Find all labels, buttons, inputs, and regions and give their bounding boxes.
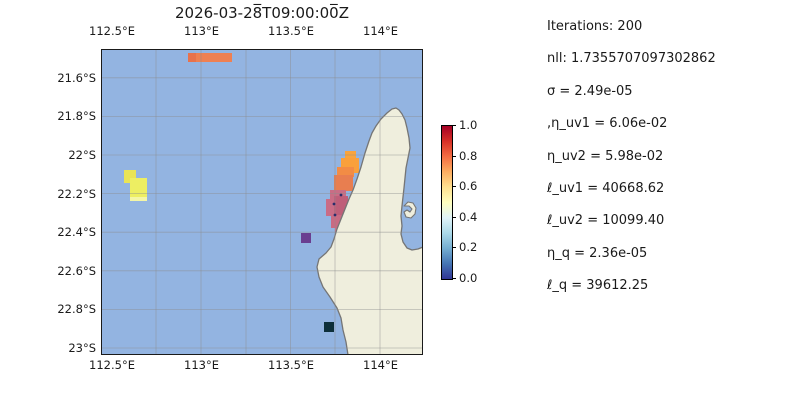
stat-line: σ = 2.49e-05 (547, 83, 633, 99)
stat-line: ℓ_uv2 = 10099.40 (547, 213, 665, 229)
heatmap-cell (196, 53, 232, 62)
stat-line: ℓ_q = 39612.25 (547, 278, 649, 294)
x-tick-label-bottom: 112.5°E (89, 358, 135, 372)
heatmap-cell (337, 167, 354, 177)
colorbar-tick-mark (452, 247, 456, 249)
heatmap-cell (188, 53, 196, 62)
stat-line: η_q = 2.36e-05 (547, 245, 648, 261)
stat-line: η_uv2 = 5.98e-02 (547, 148, 664, 164)
stat-line: ,η_uv1 = 6.06e-02 (547, 116, 668, 132)
colorbar-tick-mark (452, 216, 456, 218)
plot-title: 2026-03-28̅T09:00:00̅Z (175, 4, 349, 22)
colorbar-tick-label: 1.0 (459, 118, 478, 132)
colorbar (441, 125, 453, 280)
coastline-hook (403, 201, 417, 219)
stat-line: nll: 1.7355707097302862 (547, 51, 716, 67)
x-tick-label-bottom: 114°E (363, 358, 398, 372)
colorbar-tick-label: 0.0 (459, 271, 478, 285)
y-tick-label: 22.4°S (57, 225, 96, 240)
colorbar-tick-mark (452, 125, 456, 126)
heatmap-cell (334, 175, 353, 191)
y-tick-label: 21.8°S (57, 109, 96, 124)
map-frame (101, 49, 423, 355)
scatter-marker (339, 193, 343, 197)
scatter-marker (332, 202, 336, 206)
heatmap-cell (330, 190, 346, 200)
x-tick-label-bottom: 113°E (184, 358, 219, 372)
colorbar-tick-mark (452, 155, 456, 157)
stat-line: Iterations: 200 (547, 19, 643, 34)
colorbar-tick-label: 0.4 (459, 209, 478, 224)
y-tick-label: 21.6°S (57, 70, 96, 85)
heatmap-cell (326, 199, 335, 216)
stat-line: ℓ_uv1 = 40668.62 (547, 181, 665, 196)
heatmap-cell (130, 197, 147, 201)
y-tick-label: 22.2°S (57, 186, 96, 201)
x-tick-label-bottom: 113.5°E (268, 358, 314, 372)
x-tick-label-top: 113°E (184, 24, 219, 38)
colorbar-tick-mark (452, 278, 456, 279)
map-plot (101, 49, 423, 355)
colorbar-tick-label: 0.2 (459, 240, 478, 255)
colorbar-tick-label: 0.6 (459, 179, 478, 194)
x-tick-label-top: 114°E (363, 24, 398, 38)
y-tick-label: 22°S (68, 148, 96, 162)
colorbar-tick-label: 0.8 (459, 148, 478, 163)
heatmap-cell (324, 322, 334, 332)
y-tick-label: 22.6°S (57, 263, 96, 278)
y-tick-label: 23°S (68, 341, 96, 355)
heatmap-cell (130, 178, 147, 197)
heatmap-cell (301, 233, 311, 243)
y-tick-label: 22.8°S (57, 302, 96, 317)
scatter-marker (333, 213, 337, 217)
x-tick-label-top: 112.5°E (89, 24, 135, 38)
colorbar-tick-mark (452, 186, 456, 188)
x-tick-label-top: 113.5°E (268, 24, 314, 38)
